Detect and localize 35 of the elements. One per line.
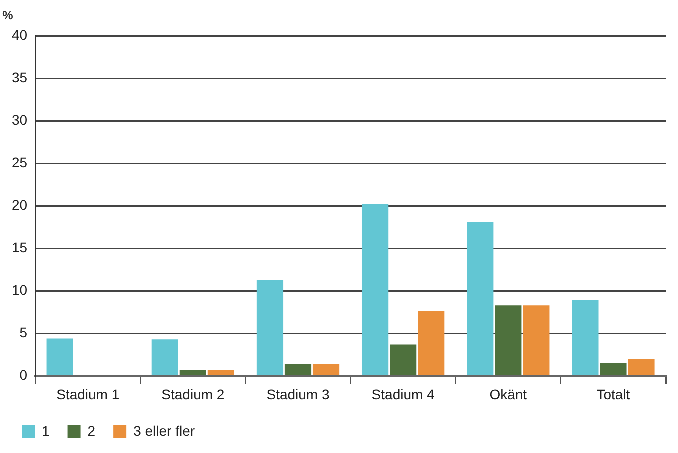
bar [390, 344, 417, 376]
bar [600, 363, 627, 376]
y-tick-label: 20 [12, 196, 28, 213]
y-tick-label: 40 [12, 26, 28, 43]
bar [467, 222, 494, 376]
bar [180, 370, 206, 376]
x-tick-label: Stadium 1 [56, 386, 120, 402]
y-axis-title: % [2, 8, 14, 22]
x-tick-label: Stadium 2 [162, 386, 225, 402]
bar [523, 306, 550, 376]
x-tick-label: Stadium 4 [372, 386, 436, 402]
y-tick-label: 5 [20, 324, 28, 341]
legend-label: 1 [42, 422, 50, 439]
bar [256, 280, 284, 376]
bar [284, 364, 312, 376]
bar [208, 370, 235, 376]
bar [418, 312, 445, 376]
bar [495, 306, 522, 376]
bar [312, 364, 340, 376]
y-tick-label: 30 [12, 112, 28, 128]
x-tick-label: Stadium 3 [266, 386, 330, 402]
y-tick-label: 0 [20, 367, 28, 384]
y-tick-label: 15 [12, 239, 28, 256]
bar [572, 300, 599, 376]
y-tick-label: 35 [12, 69, 28, 86]
bar [628, 359, 655, 376]
x-tick-label: Okänt [490, 386, 528, 402]
legend-label: 3 eller fler [134, 422, 196, 439]
bar [46, 338, 74, 376]
bar [362, 204, 389, 376]
y-tick-label: 10 [12, 282, 28, 298]
legend-label: 2 [88, 422, 96, 439]
x-tick-label: Totalt [596, 386, 630, 402]
bar [152, 340, 178, 376]
y-tick-label: 25 [12, 154, 28, 170]
